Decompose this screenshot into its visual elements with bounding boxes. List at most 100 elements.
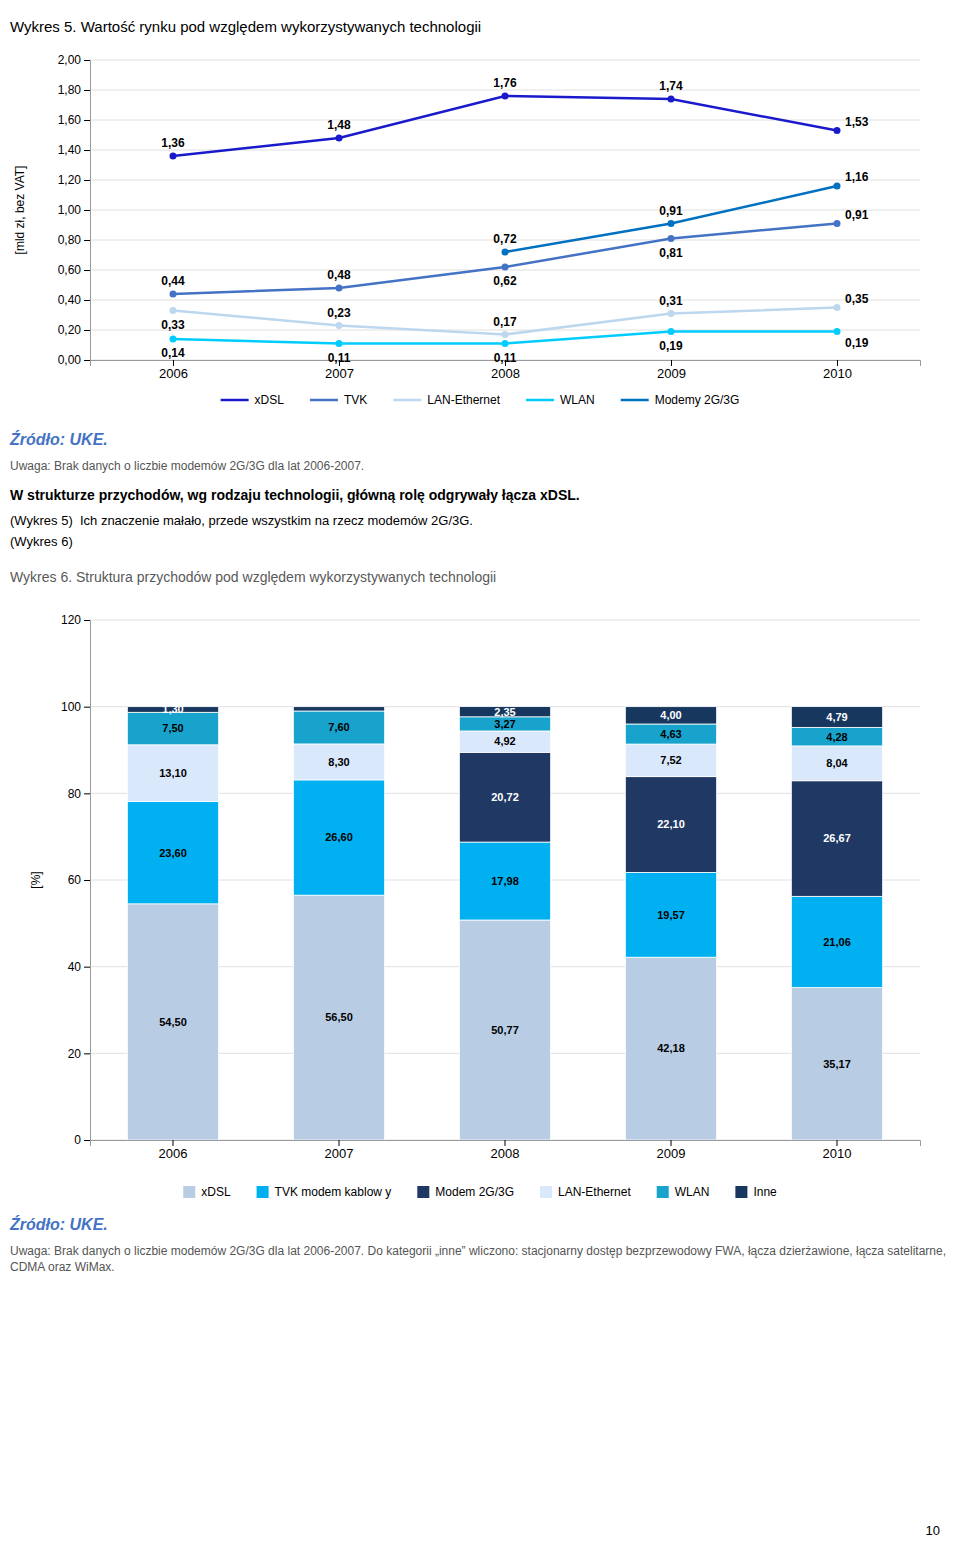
chart-title: Wykres 6. Struktura przychodów pod wzglę… [10, 569, 496, 585]
grid-line [90, 60, 920, 61]
x-tick-label: 2010 [823, 366, 852, 381]
bar [625, 724, 716, 744]
bar [459, 920, 550, 1140]
data-label: 7,52 [660, 754, 681, 766]
y-tick-label: 1,20 [58, 173, 82, 187]
x-tick: 2009 [657, 1140, 686, 1161]
legend-item: TVK [310, 393, 367, 407]
bar [791, 988, 882, 1140]
y-tick-label: 0,60 [58, 263, 82, 277]
data-label: 0,17 [493, 315, 517, 329]
y-tick-mark [84, 210, 90, 211]
y-tick-label: 0,80 [58, 233, 82, 247]
data-label: 0,35 [845, 292, 869, 306]
point [502, 93, 509, 100]
bar [625, 707, 716, 724]
bar [127, 904, 218, 1140]
bar [459, 842, 550, 920]
page: Wykres 5. Wartość rynku pod względem wyk… [0, 0, 960, 1550]
line [505, 186, 837, 252]
x-tick: 2009 [657, 360, 686, 381]
y-axis-title: [%] [29, 871, 43, 888]
y-tick-label: 100 [61, 700, 81, 714]
y-tick: 1,00 [58, 203, 90, 217]
x-tick: 2010 [823, 1140, 852, 1161]
x-tick-label: 2008 [491, 1146, 520, 1161]
bar [625, 872, 716, 957]
y-tick-mark [84, 240, 90, 241]
x-tick-mark [505, 1140, 506, 1146]
data-label: 22,10 [657, 818, 685, 830]
data-label: 1,16 [845, 170, 869, 184]
y-tick-label: 0,40 [58, 293, 82, 307]
grid-line [90, 620, 920, 621]
legend-item: xDSL [183, 1185, 231, 1199]
y-tick: 100 [61, 700, 90, 714]
data-label: 0,19 [659, 339, 683, 353]
x-tick: 2006 [159, 360, 188, 381]
bar [127, 712, 218, 745]
y-tick: 120 [61, 613, 90, 627]
y-axis: 020406080100120 [61, 613, 91, 1147]
point [502, 264, 509, 271]
y-tick-label: 40 [68, 960, 82, 974]
data-label: 1,48 [327, 118, 351, 132]
point [170, 291, 177, 298]
data-label: 1,53 [845, 115, 869, 129]
x-tick-mark [671, 360, 672, 366]
y-tick-label: 1,60 [58, 113, 82, 127]
y-tick-mark [84, 620, 90, 621]
legend-swatch [526, 399, 554, 402]
data-label: 0,72 [493, 232, 517, 246]
annotation-line: (Wykres 5) Ich znaczenie małało, przede … [10, 513, 473, 528]
data-label: 1,30 [162, 703, 183, 715]
line [173, 96, 837, 156]
y-tick-mark [84, 90, 90, 91]
bar [459, 731, 550, 752]
data-label: 0,11 [494, 351, 517, 365]
bar [293, 895, 384, 1140]
legend-label: Modem 2G/3G [435, 1185, 514, 1199]
y-tick: 2,00 [58, 53, 90, 67]
data-labels: 1,361,481,761,741,530,440,480,620,810,91… [161, 76, 868, 365]
annotation: W strukturze przychodów, wg rodzaju tech… [10, 487, 580, 503]
annotation: Uwaga: Brak danych o liczbie modemów 2G/… [10, 459, 364, 473]
line [173, 224, 837, 295]
x-tick: 2010 [823, 360, 852, 381]
grid [90, 60, 920, 360]
point [170, 153, 177, 160]
grid-line [90, 180, 920, 181]
x-tick-mark [837, 1140, 838, 1146]
x-tick-mark [339, 1140, 340, 1146]
x-tick-mark [671, 1140, 672, 1146]
annotation-line: Uwaga: Brak danych o liczbie modemów 2G/… [10, 459, 364, 473]
legend-label: LAN-Ethernet [558, 1185, 631, 1199]
plot-area [170, 93, 841, 348]
legend-swatch [221, 399, 249, 402]
y-tick-label: 0,00 [58, 353, 82, 367]
legend-swatch [393, 399, 421, 402]
x-axis: 20062007200820092010 [91, 1140, 921, 1161]
bar [791, 746, 882, 781]
data-label: 23,60 [159, 847, 187, 859]
bar [459, 717, 550, 731]
point [170, 336, 177, 343]
legend: xDSLTVKLAN-EthernetWLANModemy 2G/3G [221, 393, 740, 407]
point [668, 328, 675, 335]
x-tick: 2007 [325, 1140, 354, 1161]
grid-line [90, 300, 920, 301]
point [668, 310, 675, 317]
point [834, 328, 841, 335]
point [834, 183, 841, 190]
y-tick-mark [84, 300, 90, 301]
data-label: 4,92 [494, 735, 515, 747]
data-label: 2,35 [494, 706, 515, 718]
y-tick: 1,80 [58, 83, 90, 97]
data-label: 4,63 [660, 728, 681, 740]
legend-swatch [257, 1186, 269, 1198]
legend-swatch [621, 399, 649, 402]
y-tick-label: 120 [61, 613, 81, 627]
point [834, 127, 841, 134]
y-tick-mark [84, 793, 90, 794]
data-label: 54,50 [159, 1016, 187, 1028]
